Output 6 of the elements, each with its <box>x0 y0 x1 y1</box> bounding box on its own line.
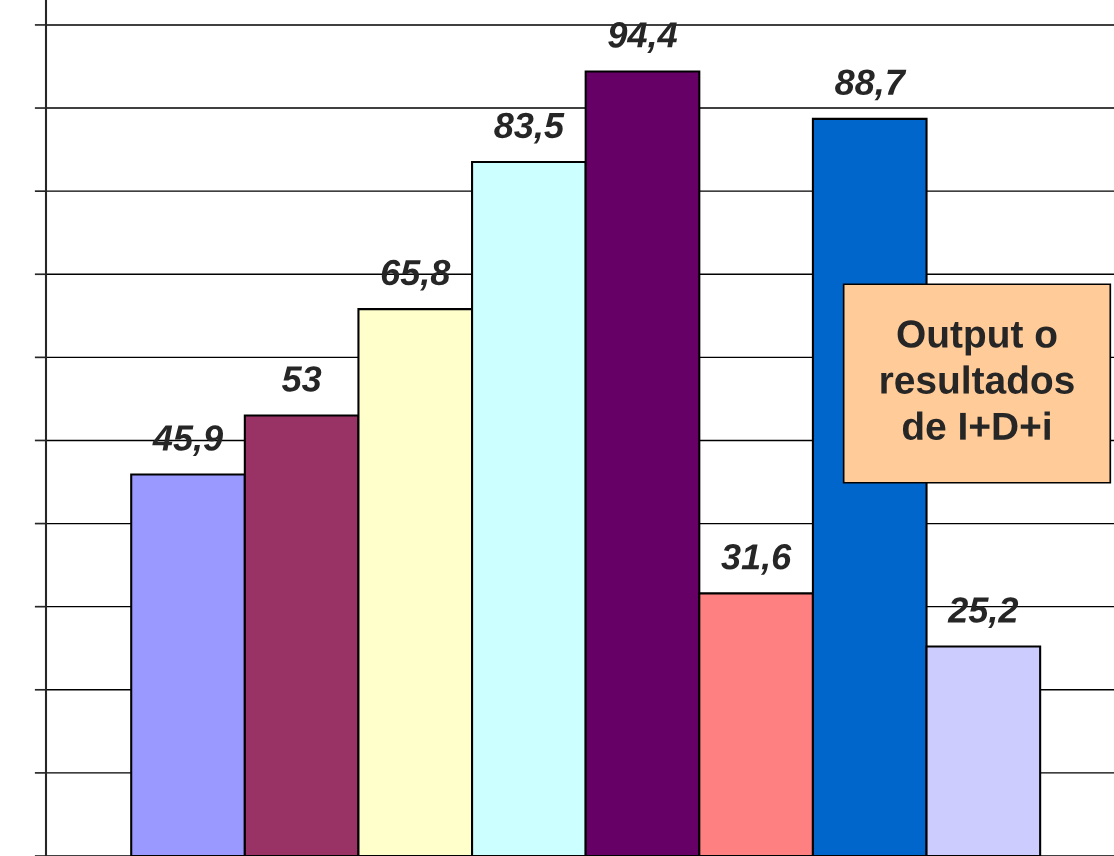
data-label: 83,5 <box>494 112 565 144</box>
data-label: 94,4 <box>608 22 678 53</box>
data-label: 31,6 <box>721 544 792 575</box>
data-label: 53 <box>281 366 322 392</box>
data-label: 88,7 <box>835 69 907 101</box>
annotation: Output o resultados de I+D+i <box>881 320 1074 441</box>
